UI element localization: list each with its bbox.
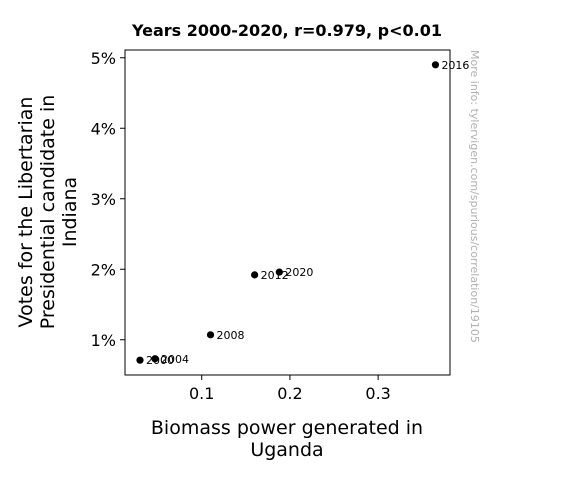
x-tick-label: 0.3 <box>365 384 390 403</box>
data-point-2004 <box>151 355 159 363</box>
data-point-2020 <box>275 268 283 276</box>
y-axis-label: Votes for the Libertarian Presidential c… <box>15 95 81 330</box>
point-label-2020: 2020 <box>285 266 313 279</box>
y-tick-label: 3% <box>91 190 116 209</box>
y-tick-label: 4% <box>91 119 116 138</box>
x-tick-label: 0.1 <box>189 384 214 403</box>
data-point-2008 <box>206 331 215 339</box>
data-point-2000 <box>136 356 144 364</box>
point-label-2008: 2008 <box>217 329 245 342</box>
y-tick-label: 5% <box>91 49 116 68</box>
y-axis-label-line-3: Indiana <box>59 177 81 247</box>
watermark: More info: tylervigen.com/spurious/corre… <box>468 50 481 343</box>
y-axis: 1% 2% 3% 4% 5% <box>91 49 125 350</box>
data-point-2012 <box>251 271 259 279</box>
watermark-text: More info: tylervigen.com/spurious/corre… <box>468 50 481 343</box>
x-axis-label-line-1: Biomass power generated in <box>151 417 423 439</box>
y-axis-label-line-2: Presidential candidate in <box>37 95 59 330</box>
x-axis: 0.1 0.2 0.3 <box>189 375 391 403</box>
x-tick-label: 0.2 <box>277 384 302 403</box>
point-label-2016: 2016 <box>441 59 469 72</box>
x-axis-label-line-2: Uganda <box>250 439 323 461</box>
y-tick-label: 2% <box>91 260 116 279</box>
data-point-2016 <box>431 61 440 69</box>
point-label-2004: 2004 <box>161 353 189 366</box>
plot-frame <box>124 49 451 376</box>
y-axis-label-line-1: Votes for the Libertarian <box>15 97 37 328</box>
chart-title: Years 2000-2020, r=0.979, p<0.01 <box>131 21 442 40</box>
y-tick-label: 1% <box>91 331 116 350</box>
